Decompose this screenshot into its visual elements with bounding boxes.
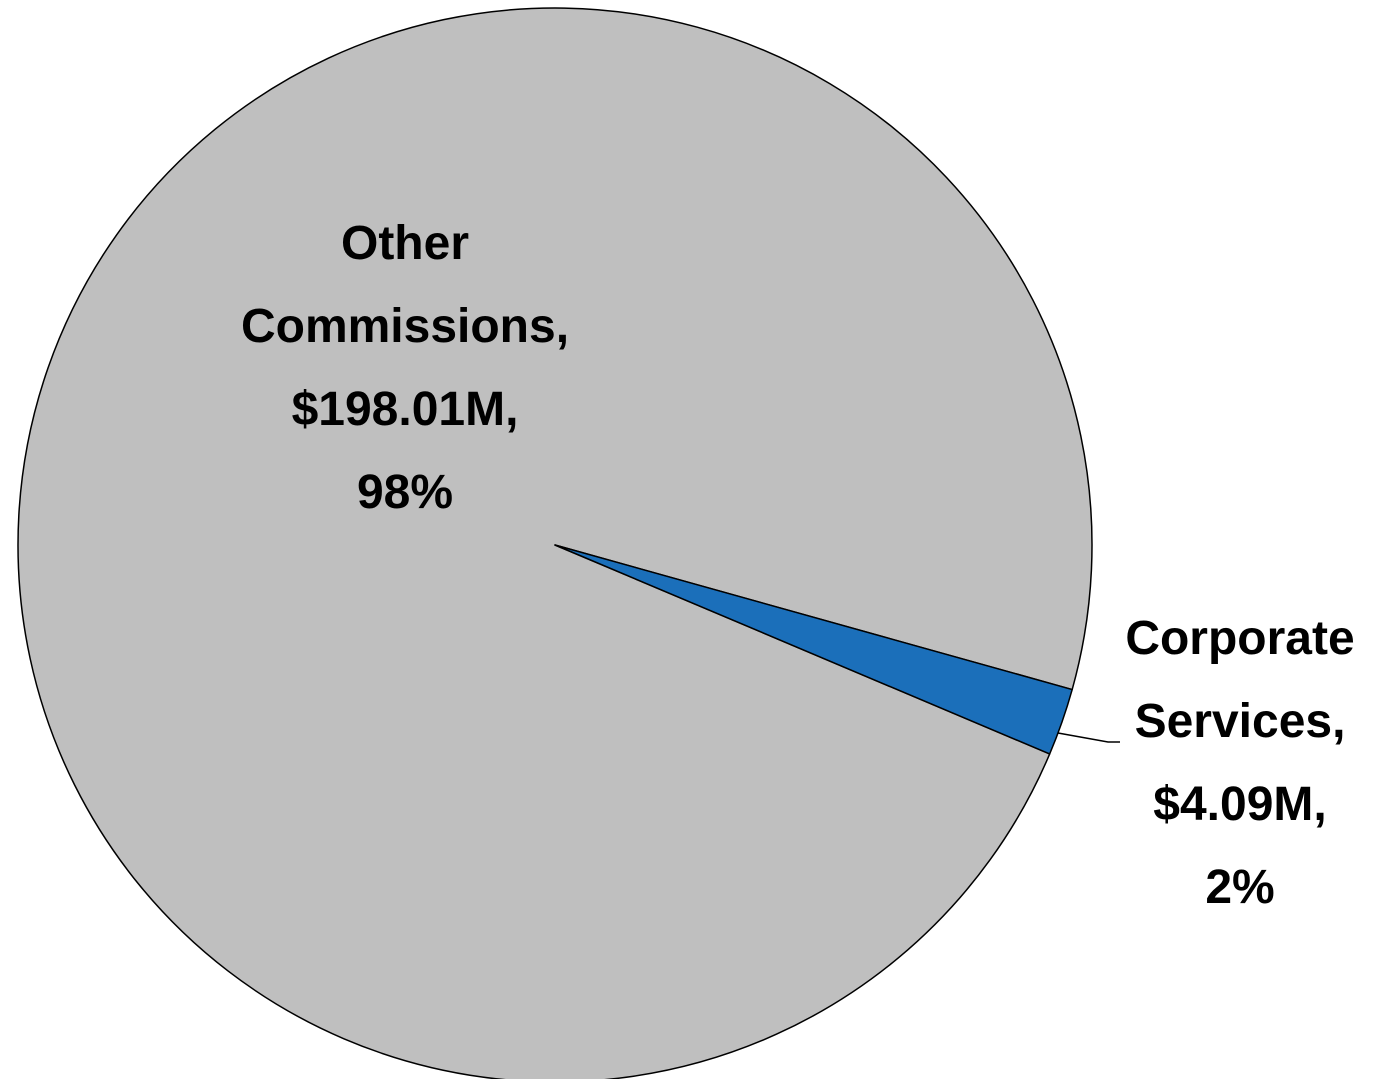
percent-label: 2% (1205, 861, 1275, 914)
pie-slice (17, 7, 1093, 1079)
value-label: $198.01M, (291, 383, 519, 436)
category-label: Other Commissions, (240, 217, 570, 353)
pie-slice (554, 544, 1073, 755)
data-label: Other Commissions, $198.01M, 98% (205, 202, 605, 534)
data-label: Corporate Services, $4.09M, 2% (1090, 597, 1390, 929)
percent-label: 98% (356, 466, 454, 519)
value-label: $4.09M, (1153, 778, 1327, 831)
leader-line (1057, 732, 1120, 743)
category-label: Corporate Services, (1125, 612, 1355, 748)
